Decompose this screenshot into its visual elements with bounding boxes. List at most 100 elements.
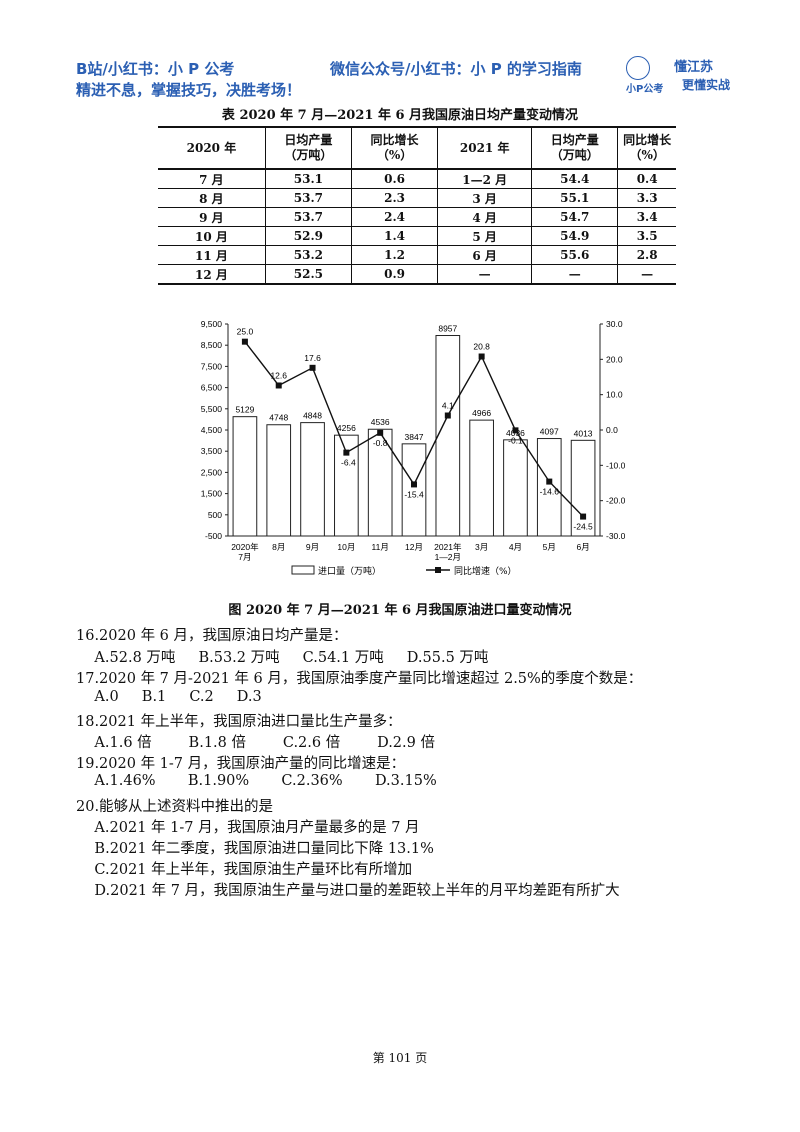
- table-cell: 1.4: [351, 226, 439, 246]
- logo-name-text: 小P公考: [626, 84, 664, 95]
- table-cell: 53.2: [265, 245, 352, 265]
- import-bar: [469, 419, 494, 537]
- bar-value-label: 4748: [269, 413, 288, 423]
- table-cell: 3 月: [437, 188, 533, 208]
- table-row: 11 月 53.2 1.2 6 月 55.6 2.8: [158, 245, 676, 265]
- table-header-cell: 日均产量 （万吨）: [531, 126, 619, 170]
- import-bar: [435, 335, 461, 537]
- import-bar: [570, 439, 596, 537]
- x-tick-label: 9月: [306, 542, 319, 552]
- table-cell: 53.1: [265, 169, 352, 189]
- table-cell: 3.4: [617, 207, 676, 227]
- table-cell: 2.3: [351, 188, 439, 208]
- growth-value-label: -14.6: [540, 487, 560, 497]
- table-cell: 55.6: [531, 245, 619, 265]
- x-tick-label: 11月: [372, 542, 389, 552]
- question-19: 19.2020 年 1-7 月，我国原油产量的同比增速是：: [76, 756, 406, 772]
- right-tick-label: 10.0: [606, 390, 623, 400]
- growth-marker: [275, 382, 282, 389]
- table-row: 9 月 53.7 2.4 4 月 54.7 3.4: [158, 207, 676, 227]
- header-slogan: 精进不息，掌握技巧，决胜考场！: [76, 81, 302, 99]
- legend-line-label: 同比增速（%）: [454, 565, 517, 577]
- x-tick-label: 4月: [509, 542, 522, 552]
- table-cell: 52.5: [265, 264, 352, 285]
- x-tick-label: 1—2月: [435, 552, 461, 562]
- left-tick-label: 3,500: [201, 446, 223, 456]
- table-title: 表 2020 年 7 月—2021 年 6 月我国原油日均产量变动情况: [221, 108, 579, 123]
- x-tick-label: 5月: [543, 542, 556, 552]
- table-cell: 2.8: [617, 245, 676, 265]
- left-tick-label: 5,500: [201, 404, 223, 414]
- question-20-option-b: B.2021 年二季度，我国原油进口量同比下降 13.1%: [76, 841, 434, 857]
- legend-line-marker: [435, 567, 441, 573]
- growth-marker: [241, 338, 248, 345]
- left-tick-label: 9,500: [201, 319, 223, 329]
- growth-value-label: 20.8: [473, 342, 490, 352]
- table-cell: 53.7: [265, 188, 352, 208]
- table-cell: —: [437, 264, 533, 285]
- question-18: 18.2021 年上半年，我国原油进口量比生产量多：: [76, 714, 402, 730]
- growth-value-label: 12.6: [270, 370, 287, 380]
- logo-top-text: 懂江苏: [674, 60, 714, 75]
- figure-title: 图 2020 年 7 月—2021 年 6 月我国原油进口量变动情况: [228, 603, 572, 618]
- growth-marker: [580, 513, 587, 520]
- table-cell: 11 月: [158, 245, 266, 265]
- import-bar: [536, 438, 562, 537]
- growth-value-label: -0.1: [508, 435, 523, 445]
- x-tick-label: 12月: [405, 542, 423, 552]
- question-19-options: A.1.46% B.1.90% C.2.36% D.3.15%: [76, 773, 437, 789]
- left-tick-label: 500: [208, 510, 222, 520]
- table-cell: 6 月: [437, 245, 533, 265]
- x-tick-label: 6月: [576, 542, 589, 552]
- growth-marker: [377, 429, 384, 436]
- bar-value-label: 8957: [438, 324, 457, 334]
- legend-bar-swatch: [291, 565, 315, 575]
- growth-value-label: -15.4: [404, 489, 424, 499]
- table-cell: 53.7: [265, 207, 352, 227]
- bar-value-label: 4013: [574, 428, 593, 438]
- left-tick-label: -500: [205, 531, 222, 541]
- growth-marker: [444, 412, 451, 419]
- table-cell: 55.1: [531, 188, 619, 208]
- legend-bar-label: 进口量（万吨）: [318, 565, 381, 577]
- table-cell: 3.5: [617, 226, 676, 246]
- growth-value-label: -24.5: [573, 522, 593, 532]
- x-tick-label: 3月: [475, 542, 488, 552]
- bar-value-label: 4536: [371, 417, 390, 427]
- bar-value-label: 4256: [337, 423, 356, 433]
- table-cell: 9 月: [158, 207, 266, 227]
- growth-value-label: 4.1: [442, 401, 454, 411]
- table-cell: 8 月: [158, 188, 266, 208]
- question-17: 17.2020 年 7 月-2021 年 6 月，我国原油季度产量同比增速超过 …: [76, 671, 643, 687]
- question-16: 16.2020 年 6 月，我国原油日均产量是：: [76, 628, 348, 644]
- table-cell: —: [531, 264, 619, 285]
- x-tick-label: 10月: [337, 542, 355, 552]
- right-tick-label: -10.0: [606, 460, 626, 470]
- table-header-cell: 2021 年: [437, 126, 533, 170]
- right-tick-label: -20.0: [606, 496, 626, 506]
- left-tick-label: 6,500: [201, 383, 223, 393]
- table-cell: 7 月: [158, 169, 266, 189]
- growth-value-label: 17.6: [304, 353, 321, 363]
- table-cell: 54.7: [531, 207, 619, 227]
- question-20: 20.能够从上述资料中推出的是: [76, 799, 274, 815]
- header-wechat: 微信公众号/小红书：小 P 的学习指南: [330, 60, 582, 78]
- import-bar: [334, 434, 359, 537]
- table-cell: 0.6: [351, 169, 439, 189]
- left-tick-label: 7,500: [201, 361, 223, 371]
- x-tick-label: 7月: [238, 552, 251, 562]
- bar-value-label: 3847: [405, 432, 424, 442]
- x-tick-label: 2020年: [231, 542, 259, 552]
- table-header-cell: 日均产量 （万吨）: [265, 126, 352, 170]
- table-cell: 1—2 月: [437, 169, 533, 189]
- import-bar: [401, 443, 427, 537]
- import-chart: 9,500 8,500 7,500 6,500 5,500 4,500 3,500 2,500…: [180, 312, 640, 584]
- table-cell: 12 月: [158, 264, 266, 285]
- question-20-option-c: C.2021 年上半年，我国原油生产量环比有所增加: [76, 862, 413, 878]
- table-row: 12 月 52.5 0.9— — —: [158, 264, 676, 285]
- table-cell: 5 月: [437, 226, 533, 246]
- table-row: 7 月 53.1 0.6 1—2 月 54.4 0.4: [158, 169, 676, 189]
- chart-svg: 9,500 8,500 7,500 6,500 5,500 4,500 3,500 2,500…: [201, 319, 626, 577]
- import-bar: [300, 422, 325, 537]
- growth-value-label: 25.0: [237, 327, 254, 337]
